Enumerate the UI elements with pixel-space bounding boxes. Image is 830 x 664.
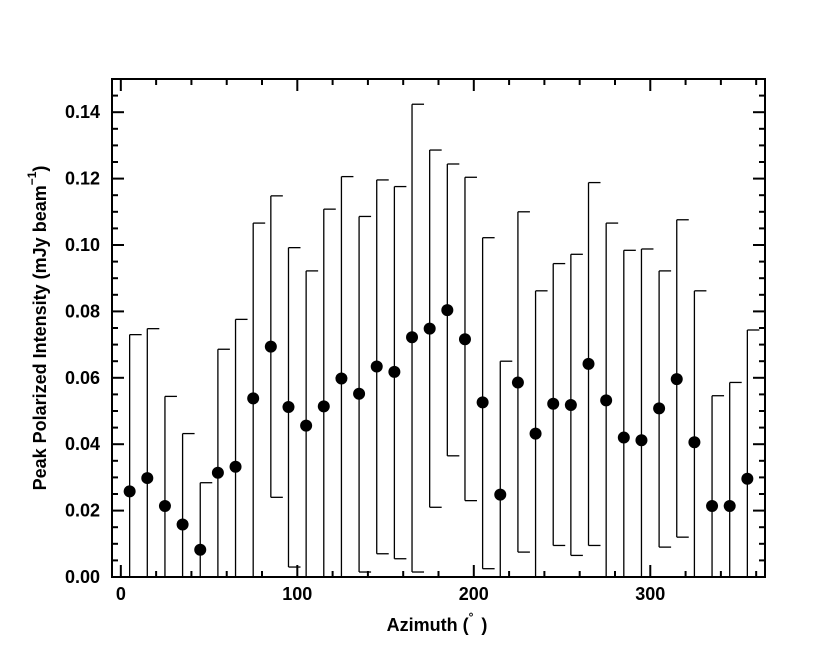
y-axis-title: Peak Polarized Intensity (mJy beam−1) [25,166,50,491]
x-tick-label: 100 [282,584,312,604]
data-point [564,399,577,412]
y-tick-label: 0.12 [65,169,100,189]
y-tick-label: 0.00 [65,567,100,587]
plot-frame [111,78,766,578]
data-point [688,436,701,449]
data-point [723,499,736,512]
data-point [617,431,630,444]
data-point [370,360,383,373]
data-point [458,333,471,346]
data-point [282,401,295,414]
x-tick-label: 0 [116,584,126,604]
data-point [547,397,560,410]
data-point [264,340,277,353]
data-point [194,543,207,556]
data-point [653,402,666,415]
x-tick-label: 300 [635,584,665,604]
data-point [494,488,507,501]
data-marks [123,103,760,578]
y-tick-label: 0.06 [65,368,100,388]
data-point [229,460,242,473]
data-point [300,419,313,432]
data-point [670,373,683,386]
data-point [211,466,224,479]
data-point [247,392,260,405]
data-point [423,322,436,335]
y-tick-label: 0.04 [65,434,100,454]
data-point [511,376,524,389]
data-point [388,365,401,378]
data-point [476,396,489,409]
data-point [741,472,754,485]
y-tick-label: 0.14 [65,102,100,122]
x-tick-label: 200 [459,584,489,604]
data-point [441,304,454,317]
data-point [529,427,542,440]
data-point [158,499,171,512]
data-point [600,394,613,407]
data-point [706,499,719,512]
axis-ticks: 0 100 200 300 0.00 0.02 0.04 0.06 0.08 0.10 0.12 0.… [65,78,765,604]
data-point [635,434,648,447]
data-point [141,472,154,485]
y-tick-label: 0.02 [65,501,100,521]
data-point [123,485,136,498]
data-point [176,518,189,531]
x-axis-title: Azimuth (°) [387,610,488,635]
data-point [406,331,419,344]
data-point [582,357,595,370]
y-tick-label: 0.10 [65,235,100,255]
data-point [353,387,366,400]
y-tick-label: 0.08 [65,301,100,321]
data-point [317,400,330,413]
data-point [335,372,348,385]
